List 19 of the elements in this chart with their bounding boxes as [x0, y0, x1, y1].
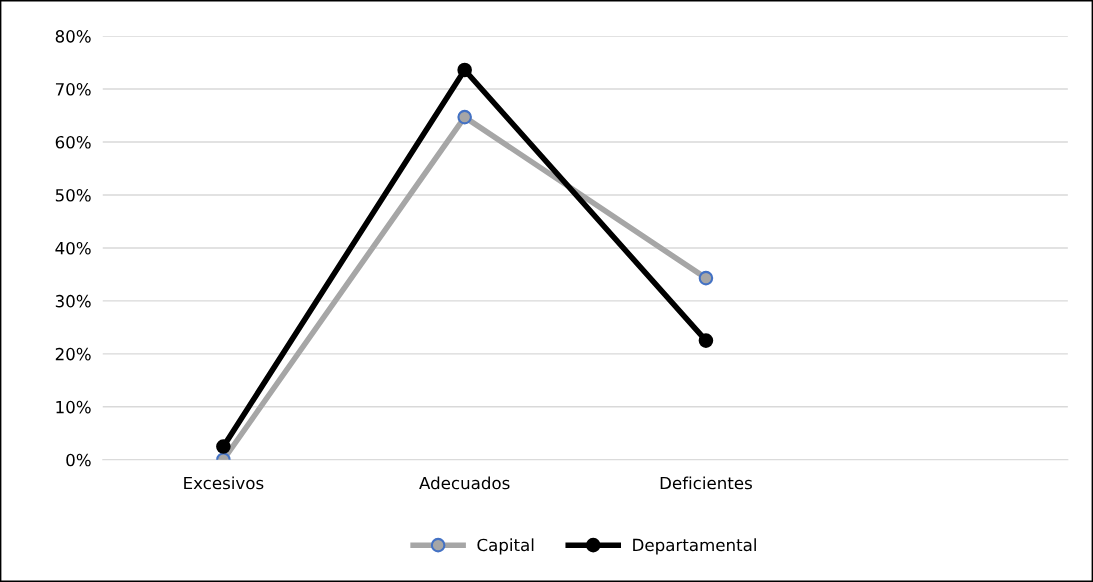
y-tick-label: 10% — [56, 400, 91, 414]
point — [216, 439, 231, 454]
y-tick-label: 60% — [55, 135, 91, 149]
x-tick-label: Excesivos — [184, 476, 264, 490]
point — [698, 270, 714, 286]
x-tick-label: Deficientes — [660, 476, 752, 490]
x-tick-label: Adecuados — [419, 476, 510, 490]
y-tick-label: 80% — [55, 30, 91, 43]
y-tick-label: 70% — [55, 83, 91, 96]
point — [457, 62, 472, 78]
y-tick-label: 30% — [55, 294, 91, 308]
y-tick-label: 20% — [55, 347, 91, 361]
y-tick-label: 50% — [55, 188, 91, 202]
legend-label: Departamental — [633, 538, 756, 555]
y-tick-label: 40% — [55, 241, 91, 255]
point — [457, 109, 472, 125]
y-tick-label: 0% — [66, 453, 91, 467]
legend-label: Capital — [477, 538, 534, 555]
point — [698, 333, 714, 348]
